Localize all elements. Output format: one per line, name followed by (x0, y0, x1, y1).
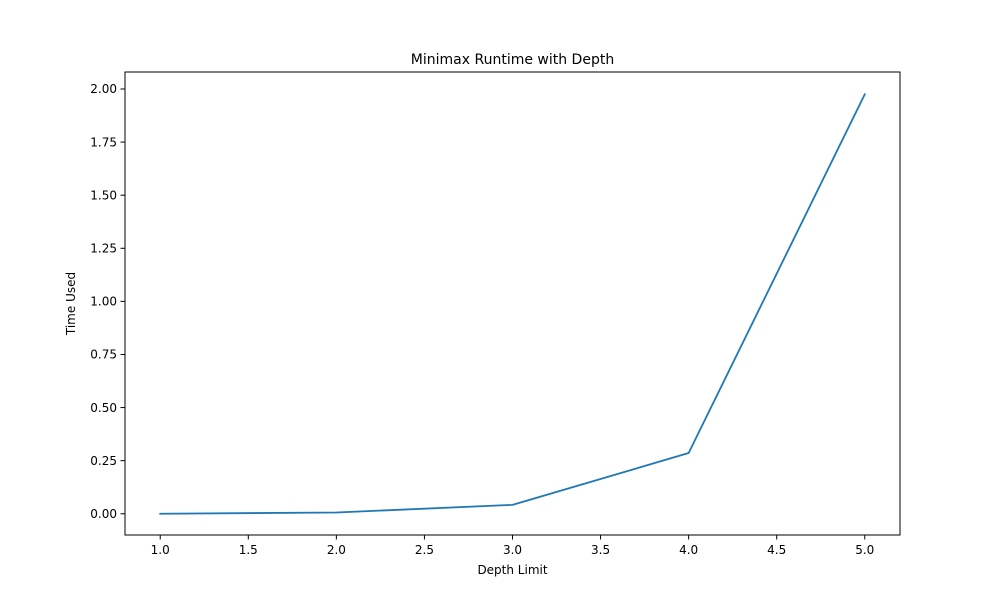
x-axis-label: Depth Limit (477, 563, 547, 577)
x-tick-label: 4.5 (767, 543, 786, 557)
y-tick-label: 0.25 (90, 454, 117, 468)
x-tick-label: 3.0 (503, 543, 522, 557)
x-tick-label: 5.0 (855, 543, 874, 557)
y-tick-label: 0.50 (90, 401, 117, 415)
plot-frame (124, 71, 901, 536)
x-tick-label: 1.5 (239, 543, 258, 557)
plot-area (125, 72, 900, 535)
y-tick-label: 0.00 (90, 507, 117, 521)
y-tick-label: 1.00 (90, 295, 117, 309)
y-tick-label: 1.25 (90, 241, 117, 255)
y-tick-label: 2.00 (90, 82, 117, 96)
x-tick-label: 4.0 (679, 543, 698, 557)
x-tick-label: 2.0 (327, 543, 346, 557)
y-tick-label: 1.75 (90, 135, 117, 149)
y-tick-label: 1.50 (90, 188, 117, 202)
y-tick-label: 0.75 (90, 348, 117, 362)
chart-title: Minimax Runtime with Depth (411, 52, 614, 68)
x-tick-label: 2.5 (415, 543, 434, 557)
x-tick-label: 3.5 (591, 543, 610, 557)
x-tick-label: 1.0 (151, 543, 170, 557)
y-axis-label: Time Used (64, 272, 78, 336)
x-axis-ticks: 1.0 1.5 2.0 2.5 3.0 3.5 4.0 4.5 5.0 (151, 535, 874, 557)
series-line (159, 93, 866, 515)
y-axis-ticks: 0.00 0.25 0.50 0.75 1.00 1.25 1.50 1.75 2.00 (90, 82, 125, 521)
